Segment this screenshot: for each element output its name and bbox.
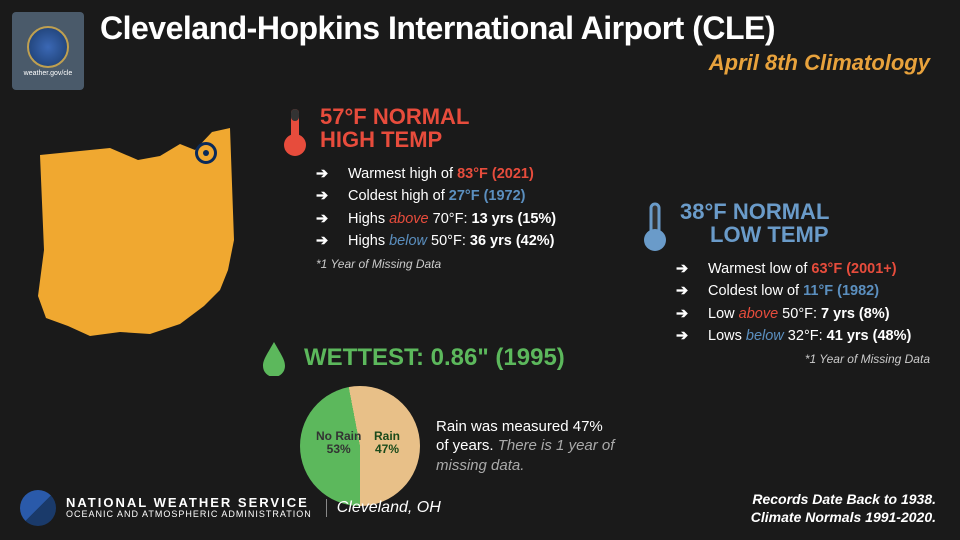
footer-records: Records Date Back to 1938. Climate Norma… bbox=[751, 491, 936, 526]
low-note: *1 Year of Missing Data bbox=[640, 352, 930, 366]
high-bullets: ➔Warmest high of 83°F (2021)➔Coldest hig… bbox=[316, 163, 610, 253]
bullet-row: ➔Highs above 70°F: 13 yrs (15%) bbox=[316, 208, 610, 230]
pie-rain-label: Rain47% bbox=[374, 430, 400, 456]
bullet-row: ➔Coldest high of 27°F (1972) bbox=[316, 185, 610, 207]
location-marker-icon bbox=[195, 142, 217, 164]
wettest-heading: WETTEST: 0.86" (1995) bbox=[304, 344, 565, 372]
high-temp-section: 57°F NORMALHIGH TEMP ➔Warmest high of 83… bbox=[280, 105, 610, 271]
thermometer-hot-icon bbox=[280, 105, 310, 157]
footer-agency: NATIONAL WEATHER SERVICE OCEANIC AND ATM… bbox=[20, 490, 441, 526]
thermometer-cold-icon bbox=[640, 200, 670, 252]
agency-text: NATIONAL WEATHER SERVICE OCEANIC AND ATM… bbox=[66, 496, 312, 520]
low-bullets: ➔Warmest low of 63°F (2001+)➔Coldest low… bbox=[676, 258, 940, 348]
logo-url: weather.gov/cle bbox=[24, 70, 73, 77]
footer-city: Cleveland, OH bbox=[326, 499, 441, 517]
low-temp-section: 38°F NORMALLOW TEMP ➔Warmest low of 63°F… bbox=[640, 200, 940, 366]
high-note: *1 Year of Missing Data bbox=[316, 257, 610, 271]
pie-norain-label: No Rain53% bbox=[316, 430, 361, 456]
bullet-row: ➔Warmest low of 63°F (2001+) bbox=[676, 258, 940, 280]
bullet-row: ➔Low above 50°F: 7 yrs (8%) bbox=[676, 303, 940, 325]
page-subtitle: April 8th Climatology bbox=[709, 50, 930, 76]
wettest-section: WETTEST: 0.86" (1995) No Rain53% Rain47%… bbox=[260, 340, 680, 506]
rain-pie-chart: No Rain53% Rain47% bbox=[300, 386, 420, 506]
low-temp-heading: 38°F NORMALLOW TEMP bbox=[680, 200, 829, 246]
page-title: Cleveland-Hopkins International Airport … bbox=[100, 10, 775, 47]
nws-logo-box: weather.gov/cle bbox=[12, 12, 84, 90]
bullet-row: ➔Warmest high of 83°F (2021) bbox=[316, 163, 610, 185]
bullet-row: ➔Coldest low of 11°F (1982) bbox=[676, 280, 940, 302]
raindrop-icon bbox=[260, 340, 288, 376]
rain-description: Rain was measured 47% of years. There is… bbox=[436, 417, 616, 476]
noaa-logo-icon bbox=[20, 490, 56, 526]
bullet-row: ➔Lows below 32°F: 41 yrs (48%) bbox=[676, 325, 940, 347]
high-temp-heading: 57°F NORMALHIGH TEMP bbox=[320, 105, 469, 151]
nws-seal-icon bbox=[27, 26, 69, 68]
bullet-row: ➔Highs below 50°F: 36 yrs (42%) bbox=[316, 230, 610, 252]
